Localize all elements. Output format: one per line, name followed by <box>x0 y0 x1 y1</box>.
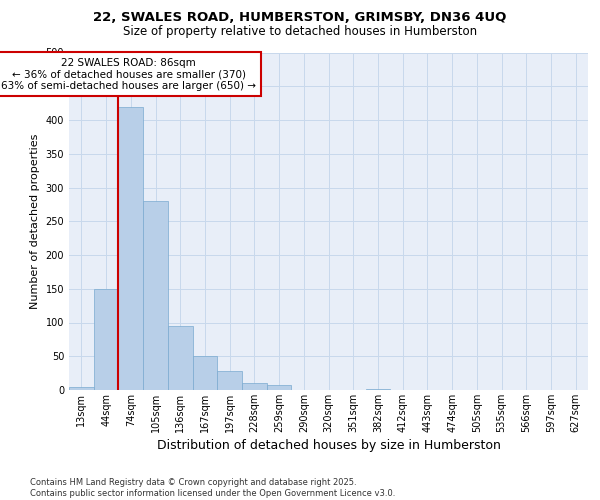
X-axis label: Distribution of detached houses by size in Humberston: Distribution of detached houses by size … <box>157 439 500 452</box>
Bar <box>69 386 94 390</box>
Bar <box>365 388 390 390</box>
Text: 22, SWALES ROAD, HUMBERSTON, GRIMSBY, DN36 4UQ: 22, SWALES ROAD, HUMBERSTON, GRIMSBY, DN… <box>94 11 506 24</box>
Text: Size of property relative to detached houses in Humberston: Size of property relative to detached ho… <box>123 25 477 38</box>
Bar <box>267 384 292 390</box>
Bar <box>94 289 118 390</box>
Bar <box>242 383 267 390</box>
Text: 22 SWALES ROAD: 86sqm
← 36% of detached houses are smaller (370)
63% of semi-det: 22 SWALES ROAD: 86sqm ← 36% of detached … <box>1 58 256 91</box>
Text: Contains HM Land Registry data © Crown copyright and database right 2025.
Contai: Contains HM Land Registry data © Crown c… <box>30 478 395 498</box>
Bar <box>193 356 217 390</box>
Y-axis label: Number of detached properties: Number of detached properties <box>30 134 40 309</box>
Bar <box>143 201 168 390</box>
Bar <box>118 106 143 390</box>
Bar <box>217 371 242 390</box>
Bar <box>168 326 193 390</box>
